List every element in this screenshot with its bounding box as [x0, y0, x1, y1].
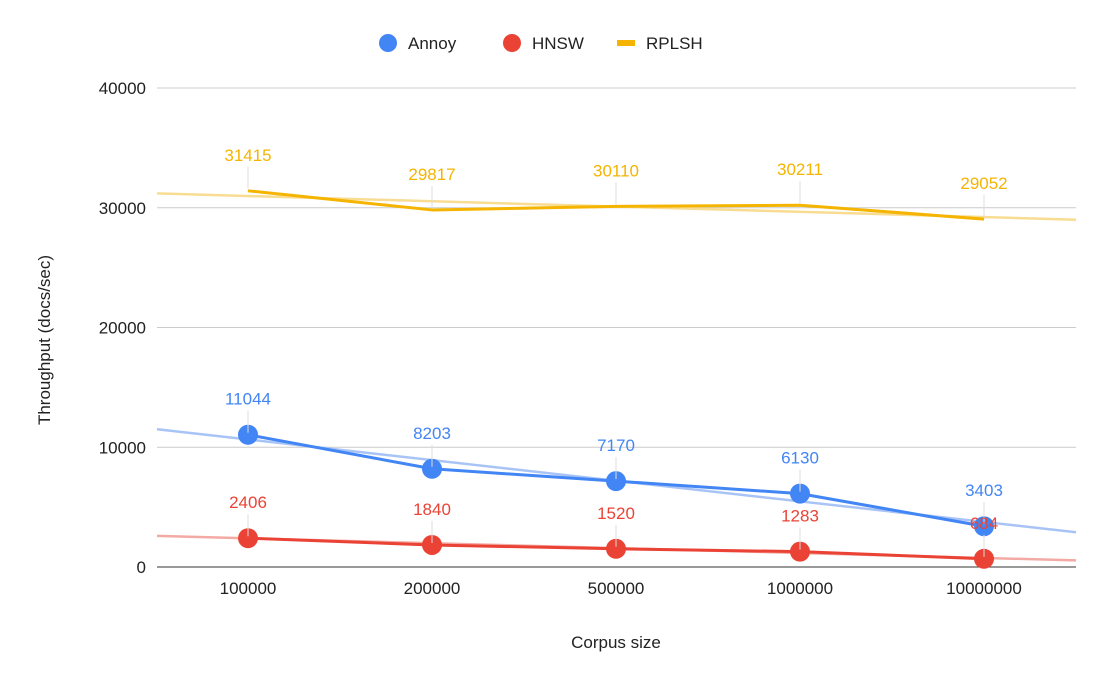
data-point-annoy	[238, 424, 258, 445]
data-labels: 11044 8203 7170 6130 3403 2406 1840 1520 1283 684…	[224, 146, 1008, 557]
x-tick-label: 10000000	[946, 579, 1022, 598]
legend-label-rplsh: RPLSH	[646, 34, 703, 53]
x-tick-label: 1000000	[767, 579, 833, 598]
series-line-rplsh	[247, 189, 985, 221]
data-point-annoy	[606, 471, 626, 492]
data-point-hnsw	[974, 548, 994, 569]
legend-label-annoy: Annoy	[408, 34, 457, 53]
data-label-rplsh: 29052	[960, 174, 1007, 193]
y-tick-label: 0	[137, 558, 146, 577]
y-axis-title: Throughput (docs/sec)	[35, 255, 54, 425]
data-label-hnsw: 2406	[229, 493, 267, 512]
data-point-hnsw	[422, 534, 442, 555]
x-axis-title: Corpus size	[571, 633, 661, 652]
y-tick-label: 10000	[99, 438, 146, 457]
legend-marker-annoy	[379, 34, 397, 52]
x-tick-label: 500000	[588, 579, 645, 598]
legend: Annoy HNSW RPLSH	[379, 34, 703, 53]
x-tick-label: 100000	[220, 579, 277, 598]
data-label-annoy: 3403	[965, 481, 1003, 500]
data-point-hnsw	[606, 538, 626, 559]
data-label-hnsw: 1520	[597, 504, 635, 523]
data-label-annoy: 7170	[597, 436, 635, 455]
data-label-rplsh: 31415	[224, 146, 271, 165]
axes: 0 10000 20000 30000 40000 100000 200000 500000 1…	[99, 79, 1076, 598]
legend-marker-hnsw	[503, 34, 521, 52]
data-point-annoy	[422, 458, 442, 479]
gridlines	[157, 87, 1076, 448]
series	[238, 189, 994, 569]
data-point-hnsw	[238, 528, 258, 549]
data-label-annoy: 8203	[413, 424, 451, 443]
data-label-annoy: 11044	[225, 390, 271, 409]
legend-marker-rplsh	[617, 40, 635, 46]
legend-label-hnsw: HNSW	[532, 34, 584, 53]
data-label-annoy: 6130	[781, 449, 819, 468]
data-point-annoy	[790, 483, 810, 504]
data-label-rplsh: 29817	[408, 165, 455, 184]
data-label-rplsh: 30110	[593, 161, 639, 180]
data-label-rplsh: 30211	[777, 160, 823, 179]
data-label-hnsw: 1840	[413, 500, 451, 519]
data-point-hnsw	[790, 541, 810, 562]
data-label-hnsw: 1283	[781, 507, 819, 526]
y-tick-label: 20000	[99, 319, 146, 338]
data-point-annoy	[974, 516, 994, 537]
y-tick-label: 30000	[99, 199, 146, 218]
x-tick-label: 200000	[404, 579, 461, 598]
y-tick-label: 40000	[99, 79, 146, 98]
data-label-hnsw: 684	[970, 514, 998, 533]
